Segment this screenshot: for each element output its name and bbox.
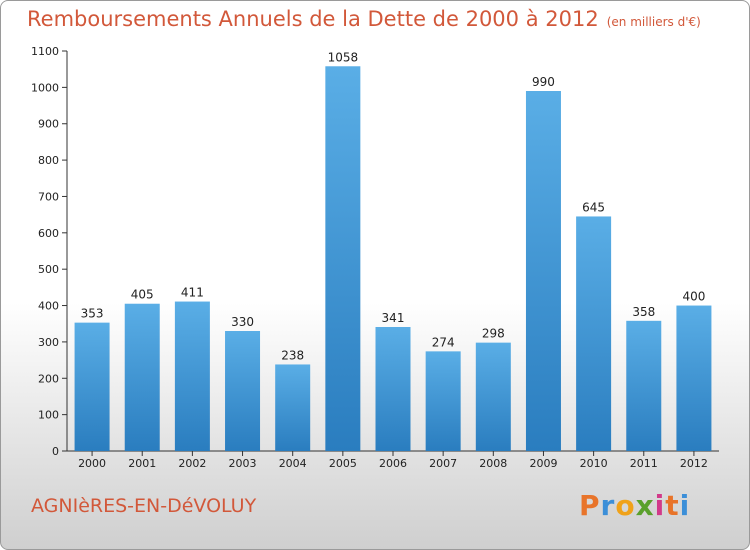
data-label-2006: 341	[382, 311, 405, 325]
x-tick-label-2002: 2002	[178, 457, 206, 470]
bar-2010	[576, 216, 612, 451]
data-label-2009: 990	[532, 75, 555, 89]
data-label-2007: 274	[432, 335, 455, 349]
y-tick-label: 700	[38, 190, 59, 203]
bar-2009	[525, 91, 561, 451]
bar-2001	[124, 303, 160, 451]
bar-2007	[425, 351, 461, 451]
data-label-2011: 358	[632, 305, 655, 319]
chart-axes: 0 100 200 300 400 500 600 700 800 900 1000 1100 2000…	[31, 45, 719, 470]
chart-title: Remboursements Annuels de la Dette de 20…	[27, 7, 701, 31]
chart-labels: 353 405 411 330 238 1058 341 274 298 990 645 358 400	[81, 50, 706, 362]
data-label-2001: 405	[131, 288, 154, 302]
data-label-2000: 353	[81, 307, 104, 321]
y-tick-label: 900	[38, 118, 59, 131]
x-tick-label-2008: 2008	[479, 457, 507, 470]
bar-2002	[174, 301, 210, 451]
x-tick-label-2010: 2010	[580, 457, 608, 470]
proxiti-logo: Proxiti	[579, 489, 691, 522]
data-label-2005: 1058	[328, 50, 359, 64]
data-label-2008: 298	[482, 327, 505, 341]
y-tick-label: 0	[52, 445, 59, 458]
y-tick-label: 1100	[31, 45, 59, 58]
x-tick-label-2006: 2006	[379, 457, 407, 470]
y-tick-label: 400	[38, 300, 59, 313]
y-tick-label: 300	[38, 336, 59, 349]
bar-2000	[74, 322, 110, 451]
data-label-2010: 645	[582, 200, 605, 214]
y-tick-label: 500	[38, 263, 59, 276]
chart-title-text: Remboursements Annuels de la Dette de 20…	[27, 7, 599, 31]
chart-bars	[74, 66, 712, 451]
x-tick-label-2001: 2001	[128, 457, 156, 470]
x-tick-label-2003: 2003	[229, 457, 257, 470]
bar-2012	[676, 305, 712, 451]
x-tick-label-2012: 2012	[680, 457, 708, 470]
bar-2006	[375, 327, 411, 451]
data-label-2002: 411	[181, 286, 204, 300]
y-tick-label: 800	[38, 154, 59, 167]
bar-2008	[475, 342, 511, 451]
y-tick-label: 600	[38, 227, 59, 240]
data-label-2012: 400	[682, 290, 705, 304]
x-tick-label-2011: 2011	[630, 457, 658, 470]
bar-2004	[275, 364, 311, 451]
bar-2011	[626, 320, 662, 451]
y-tick-label: 1000	[31, 81, 59, 94]
bar-2003	[225, 331, 261, 451]
chart-unit: (en milliers d'€)	[606, 15, 701, 29]
x-tick-label-2007: 2007	[429, 457, 457, 470]
data-label-2004: 238	[281, 348, 304, 362]
bar-2005	[325, 66, 361, 451]
x-tick-label-2000: 2000	[78, 457, 106, 470]
y-tick-label: 100	[38, 409, 59, 422]
y-tick-label: 200	[38, 372, 59, 385]
x-tick-label-2004: 2004	[279, 457, 307, 470]
commune-name: AGNIèRES-EN-DéVOLUY	[31, 495, 257, 517]
data-label-2003: 330	[231, 315, 254, 329]
x-tick-label-2009: 2009	[529, 457, 557, 470]
x-tick-label-2005: 2005	[329, 457, 357, 470]
